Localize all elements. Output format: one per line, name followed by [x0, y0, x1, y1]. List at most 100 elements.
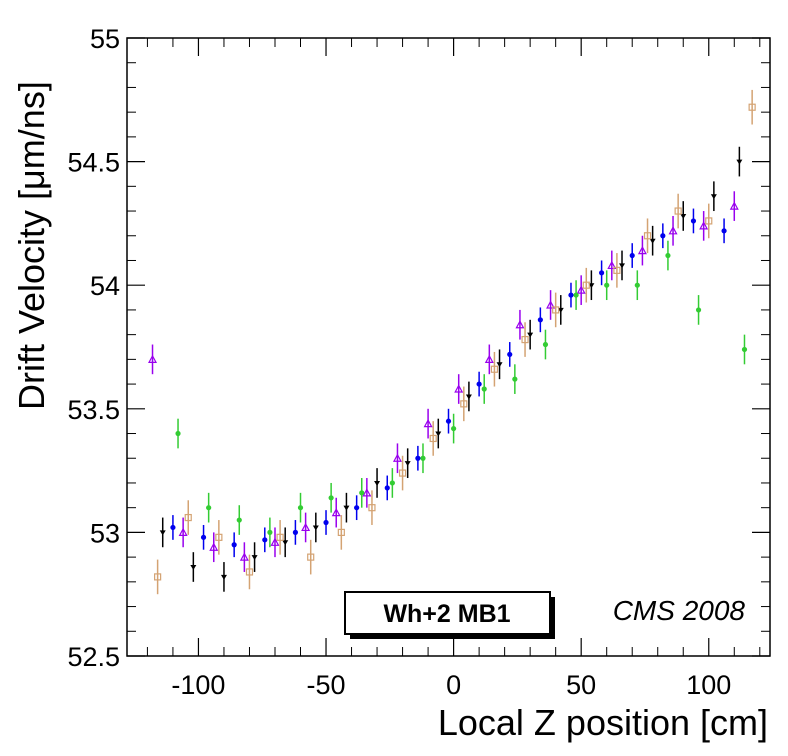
- x-tick-label: 0: [446, 670, 461, 700]
- data-point: [206, 492, 212, 523]
- data-point: [552, 292, 560, 328]
- series-violet: [148, 191, 739, 572]
- data-point: [359, 478, 365, 508]
- data-point: [312, 512, 319, 543]
- legend-label: Wh+2 MB1: [383, 600, 510, 628]
- data-point: [484, 344, 494, 375]
- data-point: [251, 542, 258, 572]
- series-tan: [154, 89, 756, 595]
- data-point: [200, 524, 207, 550]
- data-point: [429, 421, 437, 456]
- axes-frame: [126, 37, 771, 657]
- data-point: [542, 329, 549, 360]
- data-point: [521, 322, 529, 357]
- series-blue: [170, 208, 727, 558]
- data-point: [445, 408, 452, 434]
- data-point: [481, 374, 487, 404]
- data-point: [476, 371, 482, 397]
- data-point: [184, 500, 192, 535]
- data-point: [262, 527, 268, 553]
- axis-ticks: -100 -50 0 50 100 52.5 53 53.5 54 54.5 55: [67, 24, 770, 700]
- data-point: [337, 515, 345, 550]
- data-point: [282, 527, 289, 558]
- data-point: [389, 468, 395, 498]
- data-point: [236, 505, 242, 535]
- data-point: [604, 270, 610, 301]
- data-point: [721, 218, 727, 244]
- data-point: [175, 418, 181, 449]
- data-point: [384, 475, 390, 501]
- cms-label: CMS 2008: [613, 595, 746, 626]
- data-point: [634, 270, 640, 301]
- series-black: [159, 146, 743, 592]
- data-point: [190, 552, 197, 582]
- data-point: [741, 334, 748, 365]
- data-point: [465, 381, 472, 412]
- data-point: [710, 181, 717, 212]
- data-point: [398, 455, 407, 491]
- data-point: [629, 243, 635, 268]
- plot-frame: [126, 37, 771, 657]
- data-point: [598, 260, 605, 286]
- data-point: [607, 250, 617, 281]
- data-point: [362, 478, 372, 508]
- data-point: [245, 554, 254, 590]
- data-point: [637, 235, 647, 266]
- data-point: [267, 517, 273, 548]
- data-point: [159, 517, 166, 548]
- data-point: [546, 290, 556, 320]
- y-axis-title: Drift Velocity [μm/ns]: [11, 81, 52, 410]
- data-point: [209, 532, 219, 563]
- data-point: [588, 270, 595, 301]
- data-point: [270, 527, 280, 558]
- data-point: [460, 386, 468, 422]
- data-point: [415, 445, 421, 471]
- data-point: [276, 520, 284, 555]
- x-tick-label: -100: [171, 670, 225, 700]
- x-axis-title: Local Z position [cm]: [438, 702, 768, 743]
- data-point: [328, 482, 334, 513]
- data-point: [297, 492, 304, 523]
- data-point: [239, 542, 249, 572]
- data-point: [660, 223, 666, 249]
- data-point: [674, 193, 682, 229]
- y-tick-label: 55: [90, 24, 120, 54]
- data-point: [154, 559, 162, 595]
- data-point: [490, 351, 499, 387]
- data-point: [649, 225, 656, 256]
- data-point: [454, 374, 464, 404]
- data-point: [748, 89, 756, 125]
- data-point: [423, 408, 433, 439]
- data-point: [507, 342, 513, 367]
- series-green: [175, 240, 748, 548]
- data-point: [515, 309, 525, 340]
- y-tick-label: 53.5: [67, 395, 120, 425]
- x-tick-label: 50: [566, 670, 596, 700]
- data-point: [374, 468, 381, 498]
- data-point: [451, 413, 457, 444]
- data-point: [582, 267, 590, 303]
- data-point: [301, 512, 311, 543]
- data-point: [705, 203, 713, 239]
- data-point: [643, 218, 652, 254]
- data-point: [292, 520, 299, 545]
- data-point: [736, 146, 743, 177]
- data-point: [699, 211, 709, 241]
- data-point: [392, 443, 402, 474]
- data-point: [220, 562, 227, 592]
- data-point: [576, 275, 586, 305]
- data-point: [215, 520, 223, 555]
- data-point: [178, 517, 188, 548]
- x-tick-label: -50: [307, 670, 346, 700]
- y-tick-label: 52.5: [67, 642, 120, 672]
- data-point: [307, 539, 315, 575]
- data-point: [496, 349, 503, 380]
- data-point: [665, 240, 671, 271]
- x-tick-label: 100: [686, 670, 731, 700]
- data-point: [690, 208, 697, 234]
- data-point: [148, 344, 158, 375]
- data-point: [613, 253, 621, 288]
- data-point: [512, 364, 518, 394]
- data-point: [680, 201, 687, 231]
